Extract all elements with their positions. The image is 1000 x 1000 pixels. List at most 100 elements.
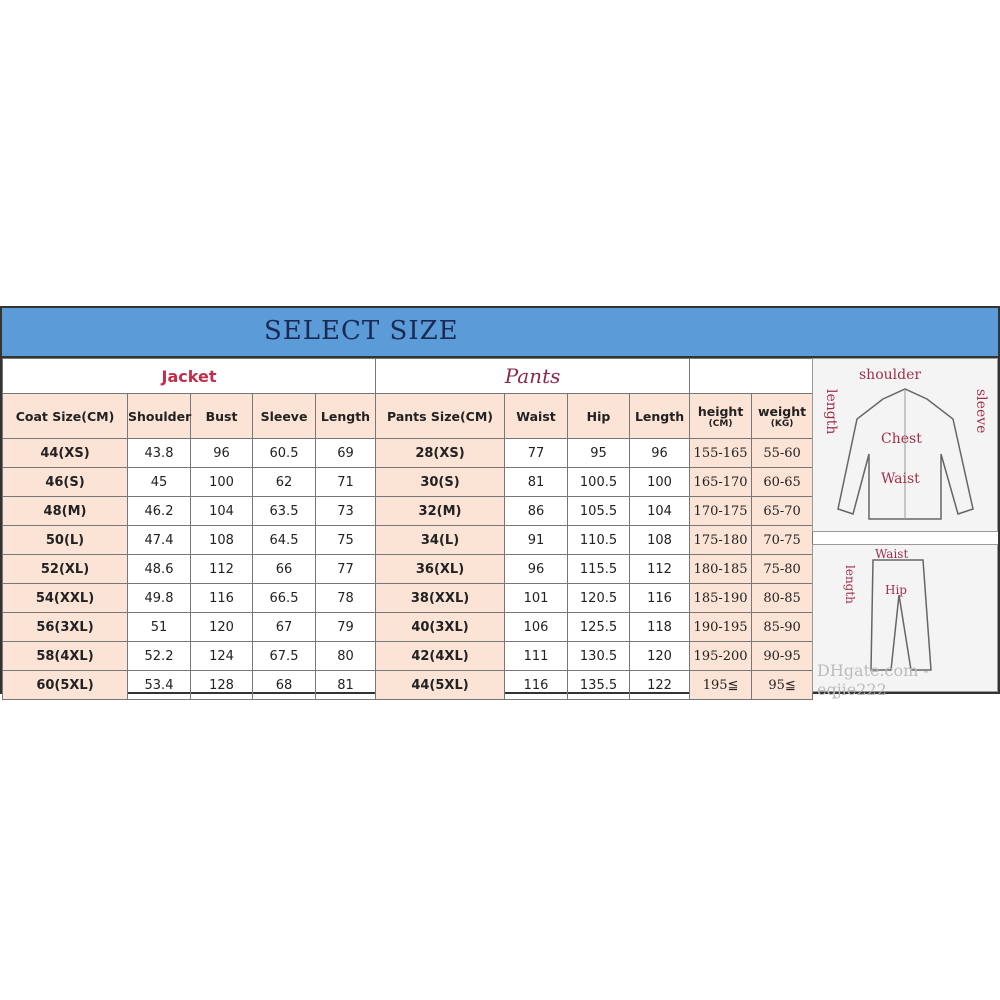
size-cell: 32(M) [375,496,506,526]
height-header: height (CM) [689,393,753,439]
table-cell: 51 [127,612,191,642]
table-cell: 68 [252,670,316,700]
title-banner: SELECT SIZE [2,308,998,358]
size-cell: 36(XL) [375,554,506,584]
table-cell: 43.8 [127,438,191,468]
table-cell: 120 [190,612,253,642]
length-label: length [823,389,839,435]
table-cell: 66.5 [252,583,316,613]
table-cell: 95 [567,438,631,468]
table-cell: 116 [629,583,691,613]
chest-label: Chest [881,431,922,447]
sleeve-label: sleeve [973,389,989,434]
table-cell: 62 [252,467,316,497]
jacket-label: Jacket [161,366,217,386]
table-cell: 75-80 [751,554,814,584]
table-row: 60(5XL) 53.4 128 68 81 44(5XL) 116 135.5 122 195≦… [2,670,814,700]
table-cell: 195-200 [689,641,753,671]
table-row: 54(XXL) 49.8 116 66.5 78 38(XXL) 101 120.5 116 18… [2,583,814,613]
size-cell: 50(L) [2,525,128,555]
column-header: Sleeve [252,393,316,439]
pants-hip-label: Hip [885,583,907,597]
table-cell: 135.5 [567,670,631,700]
table-cell: 120 [629,641,691,671]
table-cell: 73 [314,496,377,526]
table-cell: 52.2 [127,641,191,671]
table-cell: 165-170 [689,467,753,497]
table-cell: 104 [190,496,253,526]
table-row: 48(M) 46.2 104 63.5 73 32(M) 86 105.5 104 170-175… [2,496,814,526]
table-cell: 190-195 [689,612,753,642]
table-cell: 79 [314,612,377,642]
chart-title: SELECT SIZE [264,316,459,346]
table-cell: 116 [504,670,569,700]
header-label: height [697,403,744,419]
section-row: Jacket Pants [1,358,814,394]
table-row: 46(S) 45 100 62 71 30(S) 81 100.5 100 165-170 60-6… [2,467,814,497]
size-chart: SELECT SIZE Jacket Pants Coat Size(CM) Sh… [0,306,1000,700]
table-cell: 96 [190,438,253,468]
watermark: DHgate.com - eqjie222 [817,661,929,699]
pants-diagram: Waist length Hip DHgate.com - eqjie222 [812,544,998,699]
table-cell: 66 [252,554,316,584]
table-cell: 100.5 [567,467,631,497]
table-cell: 48.6 [127,554,191,584]
jacket-diagram: shoulder length sleeve Chest Waist [812,358,998,532]
table-cell: 64.5 [252,525,316,555]
table-cell: 60-65 [751,467,814,497]
table-cell: 105.5 [567,496,631,526]
table-cell: 175-180 [689,525,753,555]
table-cell: 106 [504,612,569,642]
size-cell: 44(5XL) [375,670,506,700]
waist-label: Waist [881,471,920,487]
table-cell: 49.8 [127,583,191,613]
size-cell: 42(4XL) [375,641,506,671]
table-cell: 111 [504,641,569,671]
table-cell: 104 [629,496,691,526]
table-cell: 122 [629,670,691,700]
column-header: Pants Size(CM) [375,393,506,439]
header-unit: (CM) [708,418,733,429]
size-cell: 58(4XL) [2,641,128,671]
table-cell: 77 [314,554,377,584]
table-cell: 70-75 [751,525,814,555]
table-cell: 95≦ [751,670,814,700]
size-cell: 38(XXL) [375,583,506,613]
table-cell: 69 [314,438,377,468]
column-header: Hip [567,393,631,439]
table-cell: 108 [190,525,253,555]
blank-section [689,358,814,394]
pants-length-label: length [843,565,857,604]
size-cell: 34(L) [375,525,506,555]
header-unit: (KG) [770,418,794,429]
size-cell: 54(XXL) [2,583,128,613]
table-cell: 86 [504,496,569,526]
shoulder-label: shoulder [859,367,922,383]
table-cell: 116 [190,583,253,613]
table-cell: 71 [314,467,377,497]
table-cell: 128 [190,670,253,700]
column-header: Shoulder [127,393,191,439]
table-cell: 101 [504,583,569,613]
column-header: Coat Size(CM) [2,393,128,439]
table-cell: 125.5 [567,612,631,642]
table-row: 50(L) 47.4 108 64.5 75 34(L) 91 110.5 108 175-180… [2,525,814,555]
table-cell: 110.5 [567,525,631,555]
table-cell: 80 [314,641,377,671]
table-row: 56(3XL) 51 120 67 79 40(3XL) 106 125.5 118 190-19… [2,612,814,642]
column-header: Bust [190,393,253,439]
table-cell: 60.5 [252,438,316,468]
size-cell: 44(XS) [2,438,128,468]
table-cell: 81 [504,467,569,497]
size-cell: 60(5XL) [2,670,128,700]
table-cell: 180-185 [689,554,753,584]
table-row: 52(XL) 48.6 112 66 77 36(XL) 96 115.5 112 180-185… [2,554,814,584]
table-cell: 67.5 [252,641,316,671]
table-row: 44(XS) 43.8 96 60.5 69 28(XS) 77 95 96 155-165 55-… [2,438,814,468]
table-cell: 81 [314,670,377,700]
table-cell: 115.5 [567,554,631,584]
table-row: 58(4XL) 52.2 124 67.5 80 42(4XL) 111 130.5 120 19… [2,641,814,671]
table-cell: 53.4 [127,670,191,700]
table-cell: 65-70 [751,496,814,526]
table-cell: 100 [190,467,253,497]
